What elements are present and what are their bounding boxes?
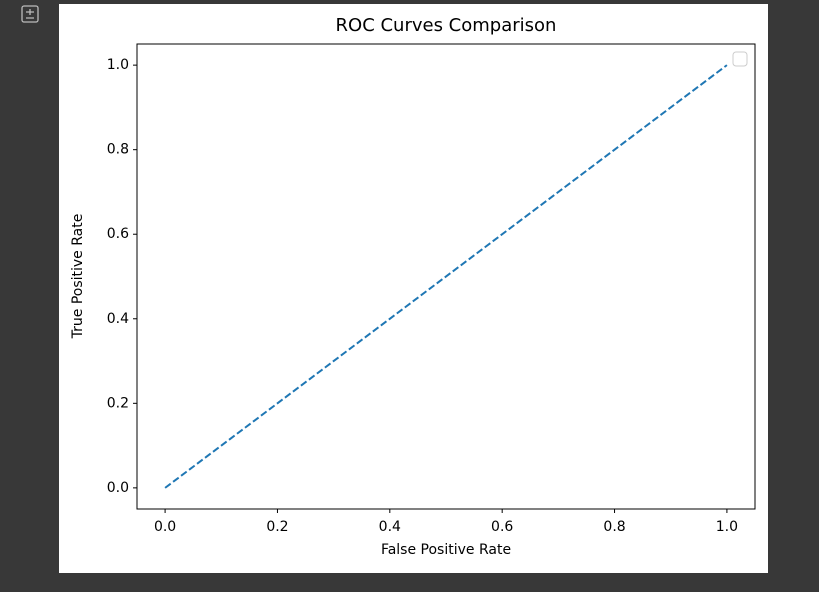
x-axis-label: False Positive Rate bbox=[381, 542, 511, 558]
x-tick-label: 0.6 bbox=[491, 519, 513, 535]
chart-title: ROC Curves Comparison bbox=[336, 15, 557, 36]
y-tick-label: 1.0 bbox=[107, 57, 129, 73]
x-tick-label: 0.0 bbox=[154, 519, 176, 535]
output-toggle-icon[interactable] bbox=[21, 5, 39, 23]
y-tick-label: 0.4 bbox=[107, 311, 129, 327]
x-tick-label: 1.0 bbox=[716, 519, 738, 535]
legend-box bbox=[732, 51, 748, 67]
x-tick-label: 0.4 bbox=[379, 519, 401, 535]
axes-frame bbox=[136, 43, 756, 510]
y-tick-label: 0.8 bbox=[107, 142, 129, 158]
x-tick-label: 0.2 bbox=[266, 519, 288, 535]
series-line bbox=[164, 64, 728, 489]
y-tick-label: 0.6 bbox=[107, 226, 129, 242]
y-tick-label: 0.2 bbox=[107, 395, 129, 411]
x-tick-label: 0.8 bbox=[603, 519, 625, 535]
y-axis-label: True Positive Rate bbox=[70, 214, 86, 340]
y-tick-label: 0.0 bbox=[107, 480, 129, 496]
